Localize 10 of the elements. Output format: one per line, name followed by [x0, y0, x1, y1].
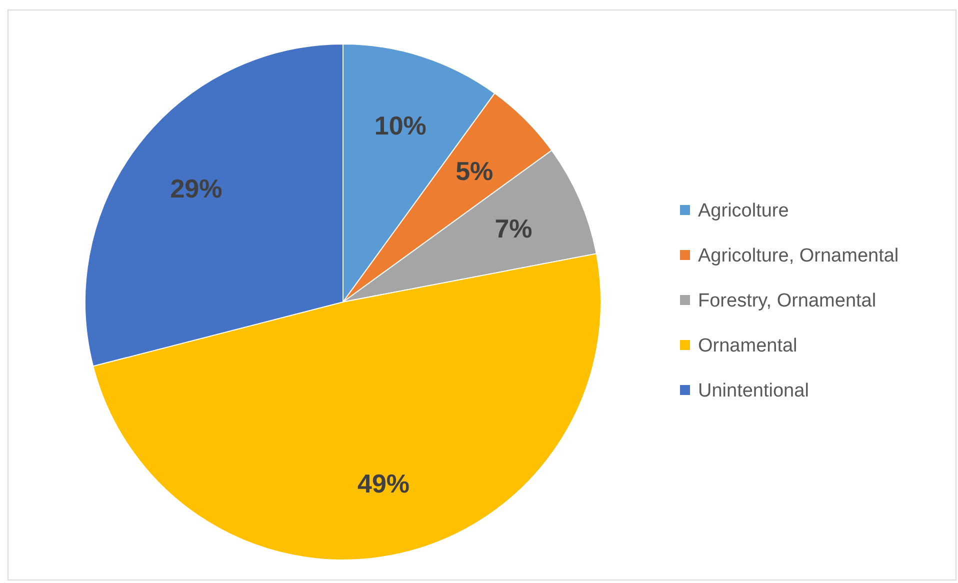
- legend-label: Agricolture: [698, 200, 789, 222]
- data-label: 49%: [358, 468, 410, 498]
- data-label: 29%: [170, 173, 222, 204]
- data-label: 7%: [494, 213, 532, 244]
- data-label: 5%: [456, 156, 494, 186]
- legend-label: Forestry, Ornamental: [698, 290, 876, 312]
- data-label: 10%: [374, 110, 426, 140]
- legend-label: Unintentional: [698, 380, 809, 402]
- legend-label: Ornamental: [698, 336, 798, 357]
- legend-label: Agricolture, Ornamental: [698, 246, 899, 267]
